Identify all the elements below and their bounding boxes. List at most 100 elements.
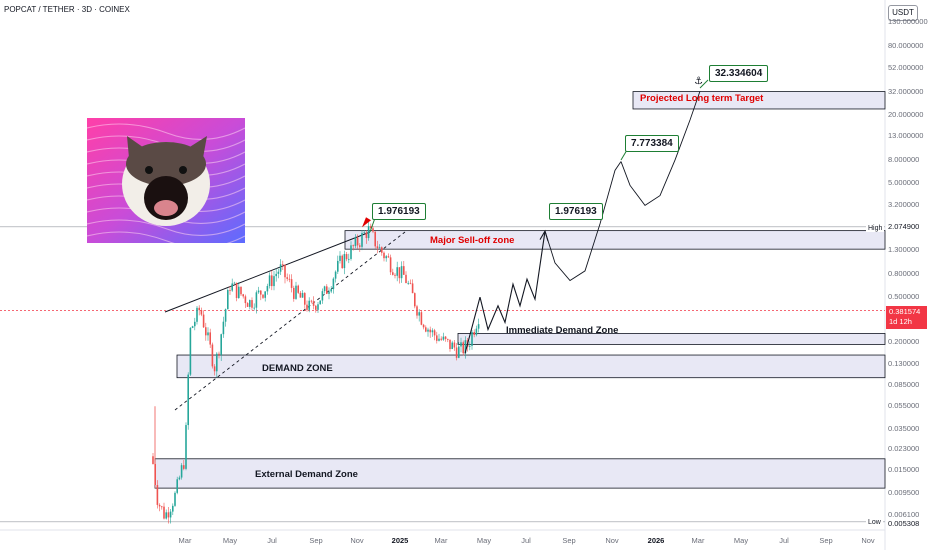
candle-body: [220, 334, 222, 355]
candle-body: [306, 304, 308, 310]
time-tick-label: Sep: [562, 536, 576, 545]
callout-pointer: [699, 79, 709, 89]
candle-body: [167, 512, 170, 518]
price-tick-label: 0.130000: [888, 358, 920, 368]
time-tick-label: Jul: [779, 536, 789, 545]
major-selloff-zone: [344, 230, 886, 250]
candle-body: [183, 465, 185, 469]
candle-body: [224, 309, 227, 322]
candle-body: [341, 255, 343, 269]
candle-body: [363, 232, 365, 234]
candle-body: [222, 321, 225, 335]
candle-body: [460, 342, 462, 347]
candle-body: [339, 255, 341, 261]
candle-body: [381, 247, 383, 253]
candle-body: [227, 290, 229, 310]
candle-body: [365, 232, 368, 239]
candle-body: [334, 271, 337, 279]
candle-body: [356, 237, 359, 246]
candle-body: [398, 267, 401, 279]
low-label: Low: [866, 519, 883, 526]
candle-body: [330, 289, 332, 292]
candle-body: [187, 374, 189, 426]
candle-body: [464, 340, 467, 354]
candle-body: [387, 256, 390, 258]
candle-body: [257, 290, 260, 293]
price-tick-label: 2.074900: [888, 221, 920, 231]
candle-body: [469, 345, 471, 347]
demand-zone-label: DEMAND ZONE: [262, 363, 333, 374]
time-tick-label: 2025: [391, 536, 409, 545]
candle-body: [383, 252, 385, 259]
candle-body: [471, 332, 473, 346]
candle-body: [475, 328, 478, 335]
price-tick-label: 0.023000: [888, 444, 920, 454]
candle-body: [462, 342, 464, 354]
candle-body: [152, 456, 154, 464]
price-tick-label: 80.000000: [888, 41, 924, 51]
candle-body: [458, 346, 460, 358]
bar-countdown: 1d 12h: [889, 317, 912, 326]
candle-body: [438, 338, 440, 341]
time-tick-label: Mar: [178, 536, 192, 545]
candle-body: [213, 366, 216, 372]
currency-button[interactable]: USDT: [888, 5, 918, 21]
candle-body: [321, 291, 324, 301]
candle-body: [288, 278, 291, 280]
candle-body: [180, 465, 183, 478]
candle-body: [361, 233, 363, 247]
candle-body: [297, 285, 299, 293]
time-tick-label: Nov: [605, 536, 619, 545]
final-target-callout: 32.334604: [709, 65, 769, 82]
candle-body: [354, 237, 357, 247]
candle-body: [367, 226, 370, 239]
candle-body: [266, 285, 269, 292]
candle-body: [255, 292, 258, 308]
candle-body: [451, 342, 453, 350]
time-tick-label: Mar: [434, 536, 448, 545]
candle-body: [260, 290, 262, 295]
time-tick-label: Jul: [521, 536, 531, 545]
candle-body: [163, 506, 165, 519]
candle-body: [169, 511, 172, 518]
candle-body: [394, 274, 396, 276]
price-tick-label: 1.300000: [888, 244, 920, 254]
time-tick-label: Sep: [309, 536, 323, 545]
immediate-demand-label: Immediate Demand Zone: [506, 325, 619, 336]
candle-body: [389, 257, 392, 273]
candle-body: [422, 324, 425, 328]
candle-body: [323, 286, 326, 292]
candle-body: [209, 332, 211, 345]
price-tick-label: 0.015000: [888, 465, 920, 475]
candle-body: [293, 287, 295, 299]
mid-target-callout: 7.773384: [625, 135, 679, 152]
candle-body: [229, 290, 231, 291]
candle-body: [301, 293, 304, 298]
ath-marker-icon: [362, 217, 371, 228]
candle-body: [238, 286, 240, 298]
candle-body: [282, 264, 284, 266]
price-tick-label: 0.035000: [888, 423, 920, 433]
chart-title: POPCAT / TETHER · 3D · COINEX: [4, 5, 130, 14]
price-tick-label: 8.000000: [888, 155, 920, 165]
time-tick-label: May: [733, 536, 749, 545]
candle-body: [420, 312, 423, 325]
long-term-target-zone: [632, 91, 886, 110]
high-label: High: [866, 225, 885, 232]
candle-body: [455, 347, 458, 358]
candle-body: [411, 283, 414, 294]
candle-body: [308, 300, 310, 310]
external-demand-label: External Demand Zone: [255, 469, 358, 480]
candle-body: [194, 321, 196, 327]
time-tick-label: Mar: [691, 536, 705, 545]
candle-body: [191, 326, 194, 328]
candle-body: [189, 327, 192, 375]
candle-body: [178, 477, 181, 480]
candle-body: [277, 271, 280, 274]
candle-body: [350, 245, 352, 259]
time-tick-label: Nov: [861, 536, 875, 545]
popcat-image: [87, 118, 245, 243]
candle-body: [319, 300, 321, 305]
